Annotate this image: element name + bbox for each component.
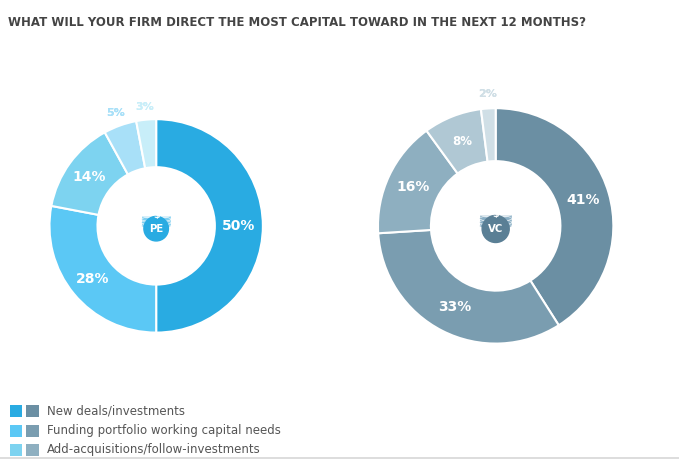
Ellipse shape (479, 216, 512, 221)
Text: WHAT WILL YOUR FIRM DIRECT THE MOST CAPITAL TOWARD IN THE NEXT 12 MONTHS?: WHAT WILL YOUR FIRM DIRECT THE MOST CAPI… (8, 16, 586, 29)
Ellipse shape (142, 224, 170, 229)
FancyBboxPatch shape (479, 223, 512, 226)
Text: $: $ (492, 210, 499, 219)
Circle shape (471, 201, 520, 250)
Wedge shape (50, 206, 156, 332)
Text: Add-acquisitions/follow-investments: Add-acquisitions/follow-investments (47, 443, 261, 456)
Text: 16%: 16% (397, 180, 430, 194)
Circle shape (134, 204, 179, 248)
Text: 3%: 3% (136, 102, 154, 112)
Wedge shape (105, 121, 145, 174)
Text: 2%: 2% (478, 89, 497, 99)
FancyBboxPatch shape (142, 219, 170, 223)
Wedge shape (496, 108, 613, 325)
Text: $: $ (153, 211, 160, 220)
Text: 5%: 5% (107, 108, 125, 118)
Wedge shape (156, 119, 263, 332)
Text: 33%: 33% (438, 300, 471, 314)
Ellipse shape (479, 212, 512, 218)
Ellipse shape (479, 213, 512, 218)
Wedge shape (481, 108, 496, 162)
Text: Funding portfolio working capital needs: Funding portfolio working capital needs (47, 424, 280, 437)
FancyBboxPatch shape (142, 223, 170, 226)
Text: 3%: 3% (136, 102, 154, 112)
Text: 8%: 8% (452, 135, 472, 148)
Text: 41%: 41% (566, 194, 600, 207)
Wedge shape (378, 230, 559, 343)
Text: VC: VC (488, 224, 503, 234)
Text: 28%: 28% (75, 272, 109, 286)
FancyBboxPatch shape (479, 215, 512, 219)
Circle shape (144, 216, 168, 241)
Circle shape (432, 162, 559, 290)
Ellipse shape (479, 219, 512, 225)
Wedge shape (426, 109, 488, 173)
Circle shape (98, 168, 214, 284)
Wedge shape (52, 132, 128, 215)
FancyBboxPatch shape (479, 219, 512, 222)
Ellipse shape (142, 220, 170, 225)
Text: New deals/investments: New deals/investments (47, 405, 185, 418)
Ellipse shape (479, 220, 512, 225)
Ellipse shape (142, 213, 170, 219)
Wedge shape (136, 119, 156, 168)
Ellipse shape (142, 217, 170, 222)
Ellipse shape (142, 217, 170, 222)
Text: 14%: 14% (73, 170, 106, 184)
Wedge shape (378, 130, 458, 233)
FancyBboxPatch shape (142, 216, 170, 219)
Ellipse shape (479, 223, 512, 229)
Text: PE: PE (149, 224, 163, 234)
Ellipse shape (479, 216, 512, 222)
Circle shape (482, 215, 509, 242)
Text: 50%: 50% (222, 219, 255, 233)
Ellipse shape (142, 213, 170, 219)
Text: 2%: 2% (478, 89, 497, 99)
Text: 5%: 5% (107, 108, 125, 118)
Ellipse shape (142, 220, 170, 225)
